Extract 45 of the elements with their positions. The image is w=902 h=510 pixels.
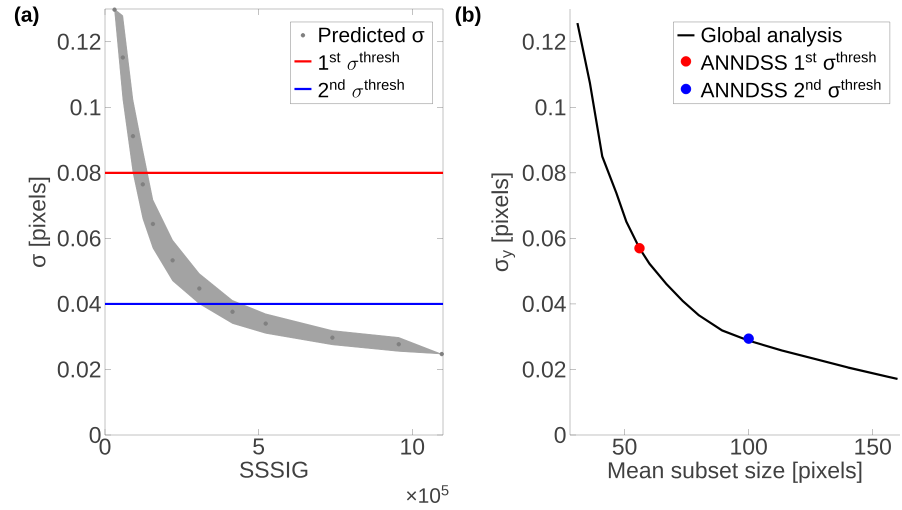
y-tick-label: 0.12 bbox=[58, 34, 100, 50]
point bbox=[130, 134, 136, 138]
y-tick-label: 0.06 bbox=[58, 230, 100, 246]
point bbox=[197, 286, 202, 291]
y-tick-label: 0 bbox=[554, 426, 566, 444]
point bbox=[120, 55, 126, 60]
y-tick-label: 0.06 bbox=[522, 230, 566, 246]
x-axis-title: SSSIG bbox=[240, 462, 308, 478]
x-tick-label: 100 bbox=[731, 438, 767, 455]
legend-label: ANNDSS 1$^{st}$ σ$^{thresh}$ bbox=[700, 52, 876, 70]
x-tick-label: 10 bbox=[401, 438, 424, 455]
point bbox=[330, 335, 335, 340]
legend-label: $\mathrm{2^{nd}}\ \sigma^{\mathrm{thresh}}$ bbox=[318, 79, 404, 98]
x-tick-label: 50 bbox=[612, 438, 636, 455]
y-tick-label: 0.1 bbox=[536, 99, 566, 116]
legend-label: Global analysis bbox=[702, 26, 842, 46]
text: ×10$^{5}$ bbox=[406, 485, 448, 503]
y-tick-label: 0.02 bbox=[58, 361, 100, 378]
point bbox=[440, 352, 444, 356]
y-tick-label: 0.08 bbox=[58, 164, 100, 181]
point bbox=[264, 321, 268, 326]
x-axis-title: Mean subset size [pixels] bbox=[608, 462, 862, 483]
y-tick-label: 0 bbox=[90, 426, 101, 444]
legend-label: $\mathrm{1^{st}}\ \sigma^{\mathrm{thresh}}$ bbox=[319, 52, 399, 70]
point bbox=[230, 310, 235, 314]
line-series bbox=[576, 22, 899, 380]
y-tick-label: 0.02 bbox=[522, 361, 566, 378]
legend-label: ANNDSS 2$^{nd}$ σ$^{thresh}$ bbox=[700, 79, 880, 98]
point bbox=[112, 7, 117, 12]
y-tick-label: 0.04 bbox=[58, 296, 101, 312]
point bbox=[396, 342, 401, 346]
chart-title: (b) bbox=[456, 6, 480, 26]
point bbox=[140, 182, 145, 187]
legend-label: Predicted σ bbox=[319, 26, 424, 42]
x-tick-label: 5 bbox=[253, 438, 264, 455]
y-axis-title: σ [pixels] bbox=[28, 178, 50, 267]
point bbox=[150, 222, 156, 226]
y-tick-label: 0.04 bbox=[522, 296, 566, 312]
y-axis-title: σ$_{y}$ [pixels] bbox=[491, 173, 516, 272]
point bbox=[170, 258, 175, 263]
chart-title: (a) bbox=[14, 6, 38, 26]
x-tick-label: 150 bbox=[855, 438, 891, 455]
y-tick-label: 0.1 bbox=[70, 99, 100, 116]
y-tick-label: 0.12 bbox=[522, 34, 566, 50]
y-tick-label: 0.08 bbox=[522, 164, 566, 181]
